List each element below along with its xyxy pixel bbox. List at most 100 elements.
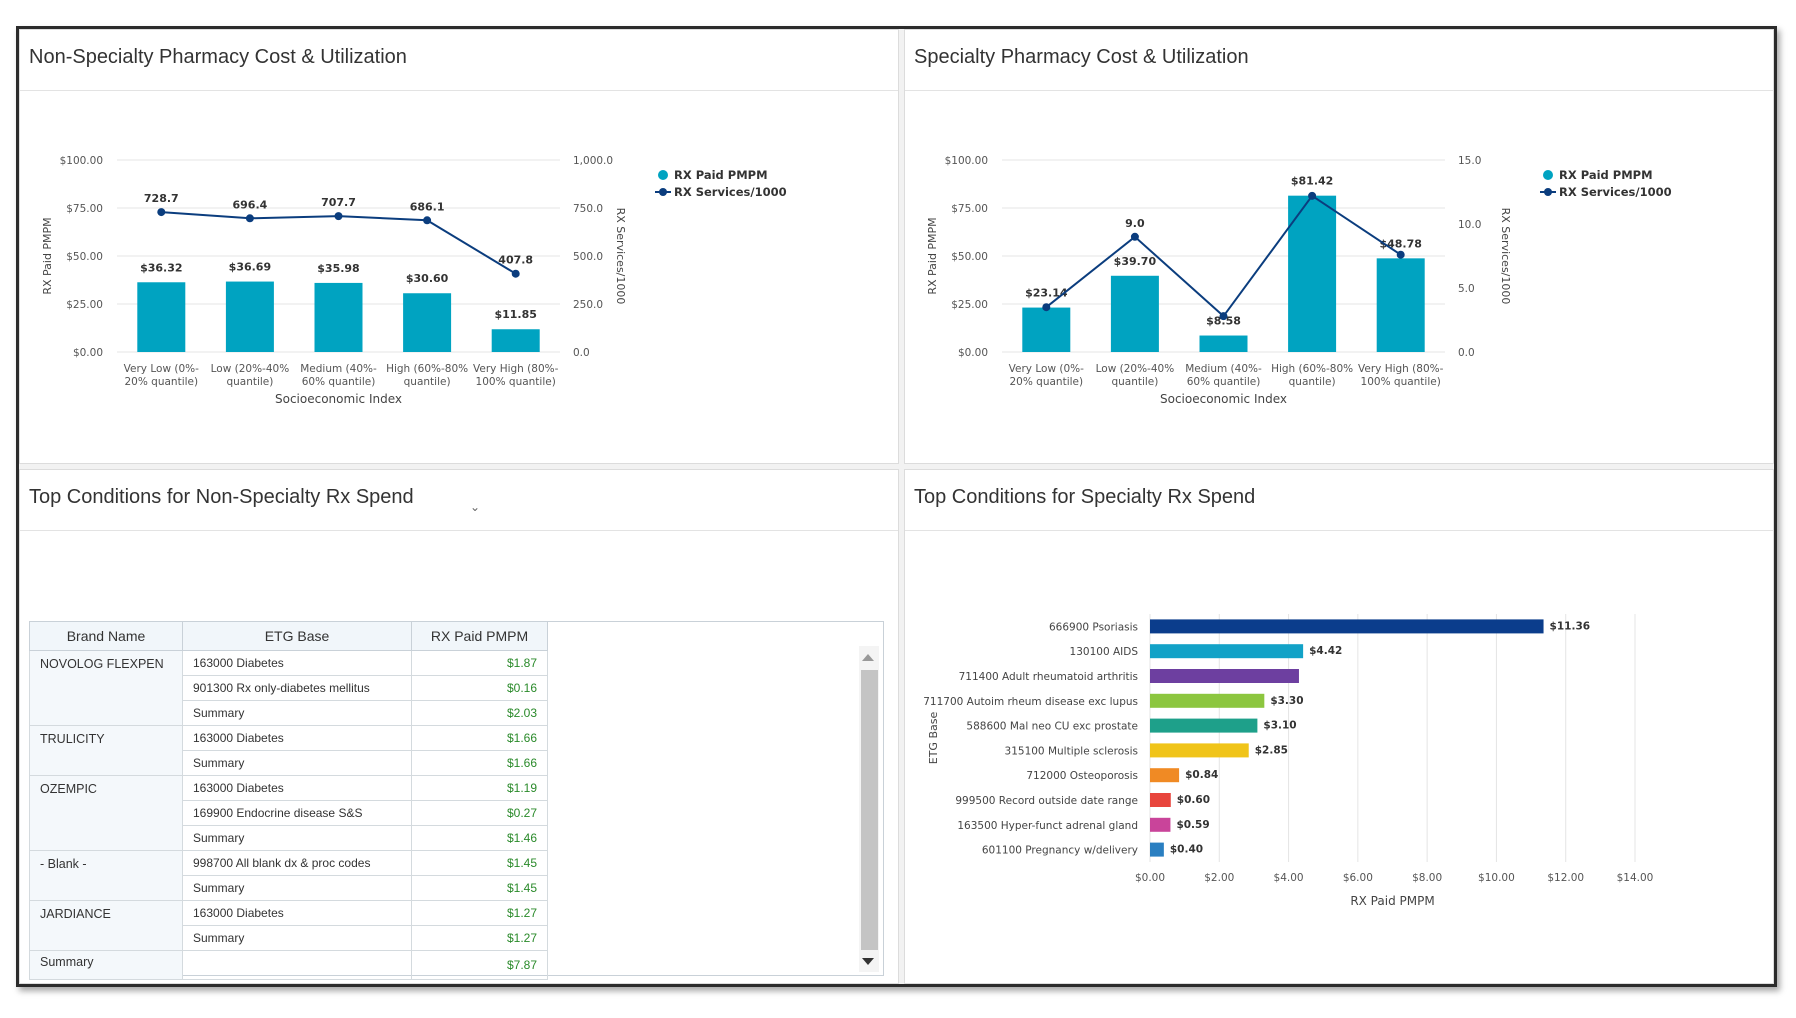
line-value-label: 728.7 — [144, 192, 179, 205]
etg-cell: 163000 Diabetes — [182, 725, 412, 751]
table-row[interactable]: Summary $1.45 — [30, 875, 548, 901]
brand-etg-table: Brand Name ETG Base RX Paid PMPM NOVOLOG… — [29, 621, 548, 980]
x-tick-label: Very High (80%- — [473, 363, 559, 375]
bar-value-label: $81.42 — [1291, 175, 1333, 188]
legend-swatch — [1543, 170, 1553, 180]
scrollbar-thumb[interactable] — [861, 670, 878, 950]
x-tick-label: High (60%-80% — [1271, 363, 1353, 375]
column-header-paid[interactable]: RX Paid PMPM — [411, 621, 548, 651]
y-tick-label: 711400 Adult rheumatoid arthritis — [959, 671, 1138, 683]
y-axis-label: RX Paid PMPM — [926, 217, 939, 294]
table-row[interactable]: 169900 Endocrine disease S&S $0.27 — [30, 800, 548, 826]
table-row[interactable]: 901300 Rx only-diabetes mellitus $0.16 — [30, 675, 548, 701]
bar — [1376, 258, 1425, 352]
bar — [1150, 842, 1164, 857]
triangle-up-icon[interactable] — [862, 654, 874, 661]
x-tick-label: Very Low (0%- — [124, 363, 199, 375]
x-tick-label: 20% quantile) — [1010, 376, 1084, 388]
y-tick-label: $75.00 — [66, 203, 103, 215]
y2-axis-label: RX Services/1000 — [1499, 208, 1512, 305]
bar-value-label: $35.98 — [317, 262, 359, 275]
y2-tick-label: 250.0 — [573, 299, 603, 311]
y2-tick-label: 0.0 — [573, 347, 590, 359]
paid-pmpm-cell: $1.19 — [411, 775, 548, 801]
chevron-down-icon[interactable]: ⌄ — [470, 500, 481, 514]
table-row[interactable]: Summary $1.66 — [30, 750, 548, 776]
table-row[interactable]: TRULICITY 163000 Diabetes $1.66 — [29, 725, 548, 776]
x-tick-label: $0.00 — [1135, 872, 1165, 884]
bar — [403, 293, 452, 352]
table-row[interactable]: Summary $2.03 — [30, 700, 548, 726]
bar-value-label: $30.60 — [406, 272, 449, 285]
y2-tick-label: 750.0 — [573, 203, 603, 215]
y-axis-label: RX Paid PMPM — [41, 217, 54, 294]
x-tick-label: High (60%-80% — [386, 363, 468, 375]
panel-title: Top Conditions for Specialty Rx Spend — [914, 486, 1256, 508]
x-tick-label: 60% quantile) — [302, 376, 376, 388]
brand-cell: OZEMPIC — [29, 775, 183, 851]
panel-divider — [20, 530, 898, 531]
y-axis-label: ETG Base — [927, 712, 940, 765]
bar — [314, 282, 363, 352]
specialty-conditions-bar-chart: $0.00 $2.00 $4.00 $6.00 $8.00 $10.00 $12.00 $14… — [923, 614, 1654, 908]
panel-title: Non-Specialty Pharmacy Cost & Utilizatio… — [29, 46, 407, 68]
column-header-etg[interactable]: ETG Base — [182, 621, 412, 651]
triangle-down-icon[interactable] — [862, 958, 874, 965]
bar-value-label: $0.84 — [1185, 769, 1218, 781]
x-tick-label: $10.00 — [1478, 872, 1515, 884]
bar — [491, 329, 540, 352]
table-row[interactable]: OZEMPIC 163000 Diabetes $1.19 — [29, 775, 548, 851]
y2-tick-label: 500.0 — [573, 251, 603, 263]
non-specialty-cost-panel: Non-Specialty Pharmacy Cost & Utilizatio… — [19, 29, 899, 464]
line-point — [1130, 232, 1139, 241]
line-point — [1042, 303, 1051, 312]
bar — [1022, 307, 1071, 352]
panel-divider — [905, 90, 1773, 91]
y-tick-label: 588600 Mal neo CU exc prostate — [966, 721, 1138, 733]
line-point — [245, 214, 254, 223]
y2-tick-label: 10.0 — [1458, 219, 1481, 231]
table-row[interactable]: NOVOLOG FLEXPEN 163000 Diabetes $1.87 — [29, 650, 548, 726]
bar-value-label: $8.58 — [1206, 315, 1241, 328]
paid-pmpm-cell: $1.66 — [411, 750, 548, 776]
legend-label: RX Services/1000 — [674, 185, 787, 199]
y-tick-label: 601100 Pregnancy w/delivery — [982, 845, 1138, 857]
bar — [1150, 644, 1304, 659]
bar-value-label: $4.42 — [1309, 645, 1342, 657]
bar — [1150, 718, 1258, 733]
bar — [225, 281, 274, 352]
panel-divider — [20, 90, 898, 91]
x-tick-label: $14.00 — [1617, 872, 1654, 884]
x-axis-label: Socioeconomic Index — [1160, 392, 1287, 406]
column-header-brand[interactable]: Brand Name — [29, 621, 183, 651]
x-tick-label: quantile) — [1111, 376, 1158, 388]
x-tick-label: $6.00 — [1343, 872, 1373, 884]
y2-axis-label: RX Services/1000 — [614, 208, 627, 305]
y-tick-label: 130100 AIDS — [1070, 646, 1139, 658]
paid-pmpm-cell: $2.03 — [411, 700, 548, 726]
legend-swatch — [658, 170, 668, 180]
x-tick-label: $2.00 — [1204, 872, 1234, 884]
x-tick-label: quantile) — [1289, 376, 1336, 388]
bar — [1150, 669, 1299, 683]
x-tick-label: 100% quantile) — [476, 376, 556, 388]
bar-value-label: $11.36 — [1550, 620, 1591, 632]
y-tick-label: 666900 Psoriasis — [1049, 621, 1138, 633]
y-tick-label: $100.00 — [60, 155, 103, 167]
y-tick-label: $0.00 — [73, 347, 103, 359]
brand-cell: - Blank - — [29, 850, 183, 901]
bar-value-label: $11.85 — [494, 308, 536, 321]
line-point — [1308, 191, 1317, 200]
table-row[interactable]: JARDIANCE 163000 Diabetes $1.27 — [29, 900, 548, 951]
y-tick-label: 315100 Multiple sclerosis — [1005, 745, 1138, 757]
line-value-label: 686.1 — [410, 200, 445, 213]
x-tick-label: $12.00 — [1547, 872, 1584, 884]
panel-title: Top Conditions for Non-Specialty Rx Spen… — [29, 486, 414, 508]
table-row[interactable]: Summary $1.46 — [30, 825, 548, 851]
x-tick-label: 100% quantile) — [1361, 376, 1441, 388]
y2-tick-label: 0.0 — [1458, 347, 1475, 359]
legend-swatch — [659, 188, 667, 196]
table-summary-row[interactable]: Summary $7.87 — [29, 950, 548, 980]
table-row[interactable]: - Blank -998700 All blank dx & proc code… — [29, 850, 548, 901]
x-tick-label: Medium (40%- — [1185, 363, 1262, 375]
